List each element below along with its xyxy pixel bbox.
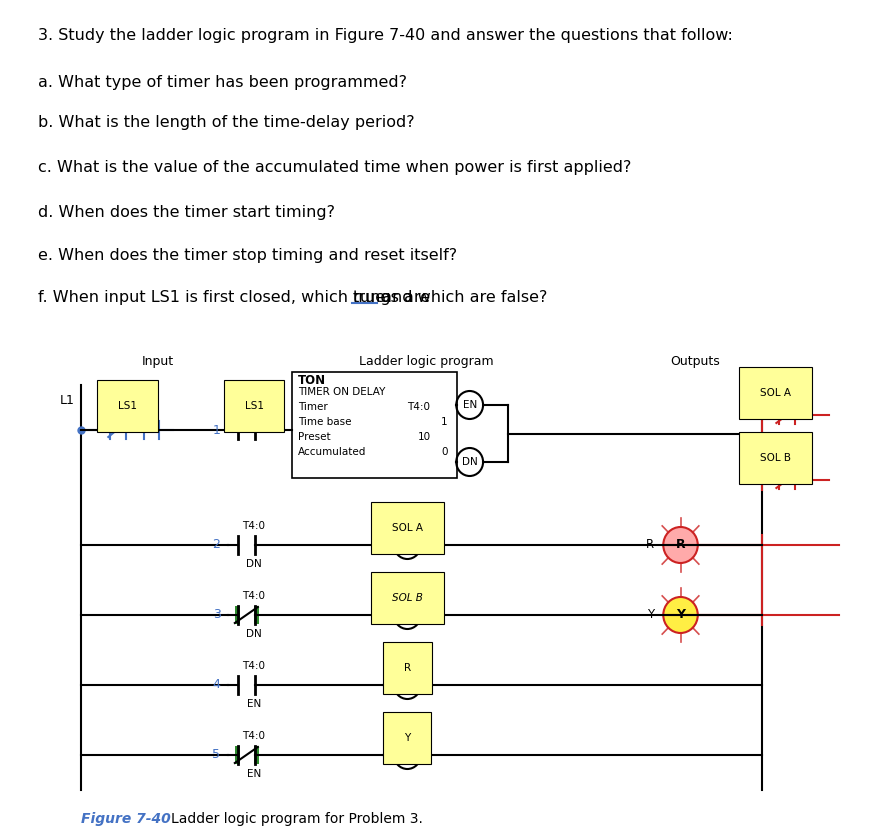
Text: EN: EN bbox=[462, 400, 477, 410]
Text: SOL A: SOL A bbox=[392, 523, 423, 533]
Text: DN: DN bbox=[246, 559, 262, 569]
Text: Preset: Preset bbox=[298, 432, 331, 442]
Text: L1: L1 bbox=[60, 393, 75, 407]
Text: LS1: LS1 bbox=[244, 401, 263, 411]
Text: Ladder logic program: Ladder logic program bbox=[359, 355, 494, 368]
Text: 5: 5 bbox=[212, 748, 220, 762]
Text: DN: DN bbox=[461, 457, 477, 467]
Text: Input: Input bbox=[142, 355, 174, 368]
Text: SOL B: SOL B bbox=[392, 593, 423, 603]
Text: and which are false?: and which are false? bbox=[377, 290, 547, 305]
Text: LS1: LS1 bbox=[118, 401, 137, 411]
Text: Y: Y bbox=[676, 608, 685, 622]
Text: R: R bbox=[404, 663, 411, 673]
Text: T4:0: T4:0 bbox=[407, 402, 430, 412]
Text: Time base: Time base bbox=[298, 417, 351, 427]
FancyBboxPatch shape bbox=[292, 372, 457, 478]
FancyBboxPatch shape bbox=[390, 609, 396, 621]
Text: 1: 1 bbox=[441, 417, 448, 427]
Text: b. What is the length of the time-delay period?: b. What is the length of the time-delay … bbox=[38, 115, 415, 130]
Circle shape bbox=[663, 527, 698, 563]
Text: Y: Y bbox=[646, 608, 653, 622]
Text: Figure 7-40: Figure 7-40 bbox=[82, 812, 172, 826]
Text: T4:0: T4:0 bbox=[243, 731, 266, 741]
Text: SOL A: SOL A bbox=[760, 388, 791, 398]
Text: DN: DN bbox=[246, 629, 262, 639]
Text: L2: L2 bbox=[775, 393, 790, 407]
Text: true: true bbox=[352, 290, 385, 305]
Text: Outputs: Outputs bbox=[670, 355, 720, 368]
FancyBboxPatch shape bbox=[235, 606, 240, 624]
Text: R: R bbox=[645, 538, 653, 552]
Text: d. When does the timer start timing?: d. When does the timer start timing? bbox=[38, 205, 335, 220]
Text: SOL B: SOL B bbox=[760, 453, 791, 463]
Circle shape bbox=[663, 597, 698, 633]
FancyBboxPatch shape bbox=[254, 746, 259, 764]
Text: EN: EN bbox=[247, 699, 261, 709]
Text: Accumulated: Accumulated bbox=[298, 447, 366, 457]
Text: T4:0: T4:0 bbox=[243, 591, 266, 601]
Text: R: R bbox=[676, 538, 685, 552]
Text: T4:0: T4:0 bbox=[243, 661, 266, 671]
FancyBboxPatch shape bbox=[418, 749, 425, 761]
Text: T4:0: T4:0 bbox=[243, 521, 266, 531]
Text: 2: 2 bbox=[212, 538, 220, 552]
Text: 0: 0 bbox=[441, 447, 448, 457]
FancyBboxPatch shape bbox=[418, 609, 425, 621]
Text: f. When input LS1 is first closed, which rungs are: f. When input LS1 is first closed, which… bbox=[38, 290, 436, 305]
Text: Y: Y bbox=[404, 733, 411, 743]
Text: 3: 3 bbox=[212, 608, 220, 622]
Text: 1: 1 bbox=[212, 423, 220, 437]
FancyBboxPatch shape bbox=[235, 746, 240, 764]
Text: Ladder logic program for Problem 3.: Ladder logic program for Problem 3. bbox=[171, 812, 422, 826]
Text: 4: 4 bbox=[212, 679, 220, 691]
FancyBboxPatch shape bbox=[390, 749, 396, 761]
Text: e. When does the timer stop timing and reset itself?: e. When does the timer stop timing and r… bbox=[38, 248, 458, 263]
Text: 3. Study the ladder logic program in Figure 7-40 and answer the questions that f: 3. Study the ladder logic program in Fig… bbox=[38, 28, 733, 43]
Text: a. What type of timer has been programmed?: a. What type of timer has been programme… bbox=[38, 75, 407, 90]
Text: 10: 10 bbox=[418, 432, 431, 442]
Text: Timer: Timer bbox=[298, 402, 328, 412]
Text: TON: TON bbox=[298, 374, 326, 387]
Text: TIMER ON DELAY: TIMER ON DELAY bbox=[298, 387, 386, 397]
Text: EN: EN bbox=[247, 769, 261, 779]
FancyBboxPatch shape bbox=[254, 606, 259, 624]
Text: c. What is the value of the accumulated time when power is first applied?: c. What is the value of the accumulated … bbox=[38, 160, 632, 175]
